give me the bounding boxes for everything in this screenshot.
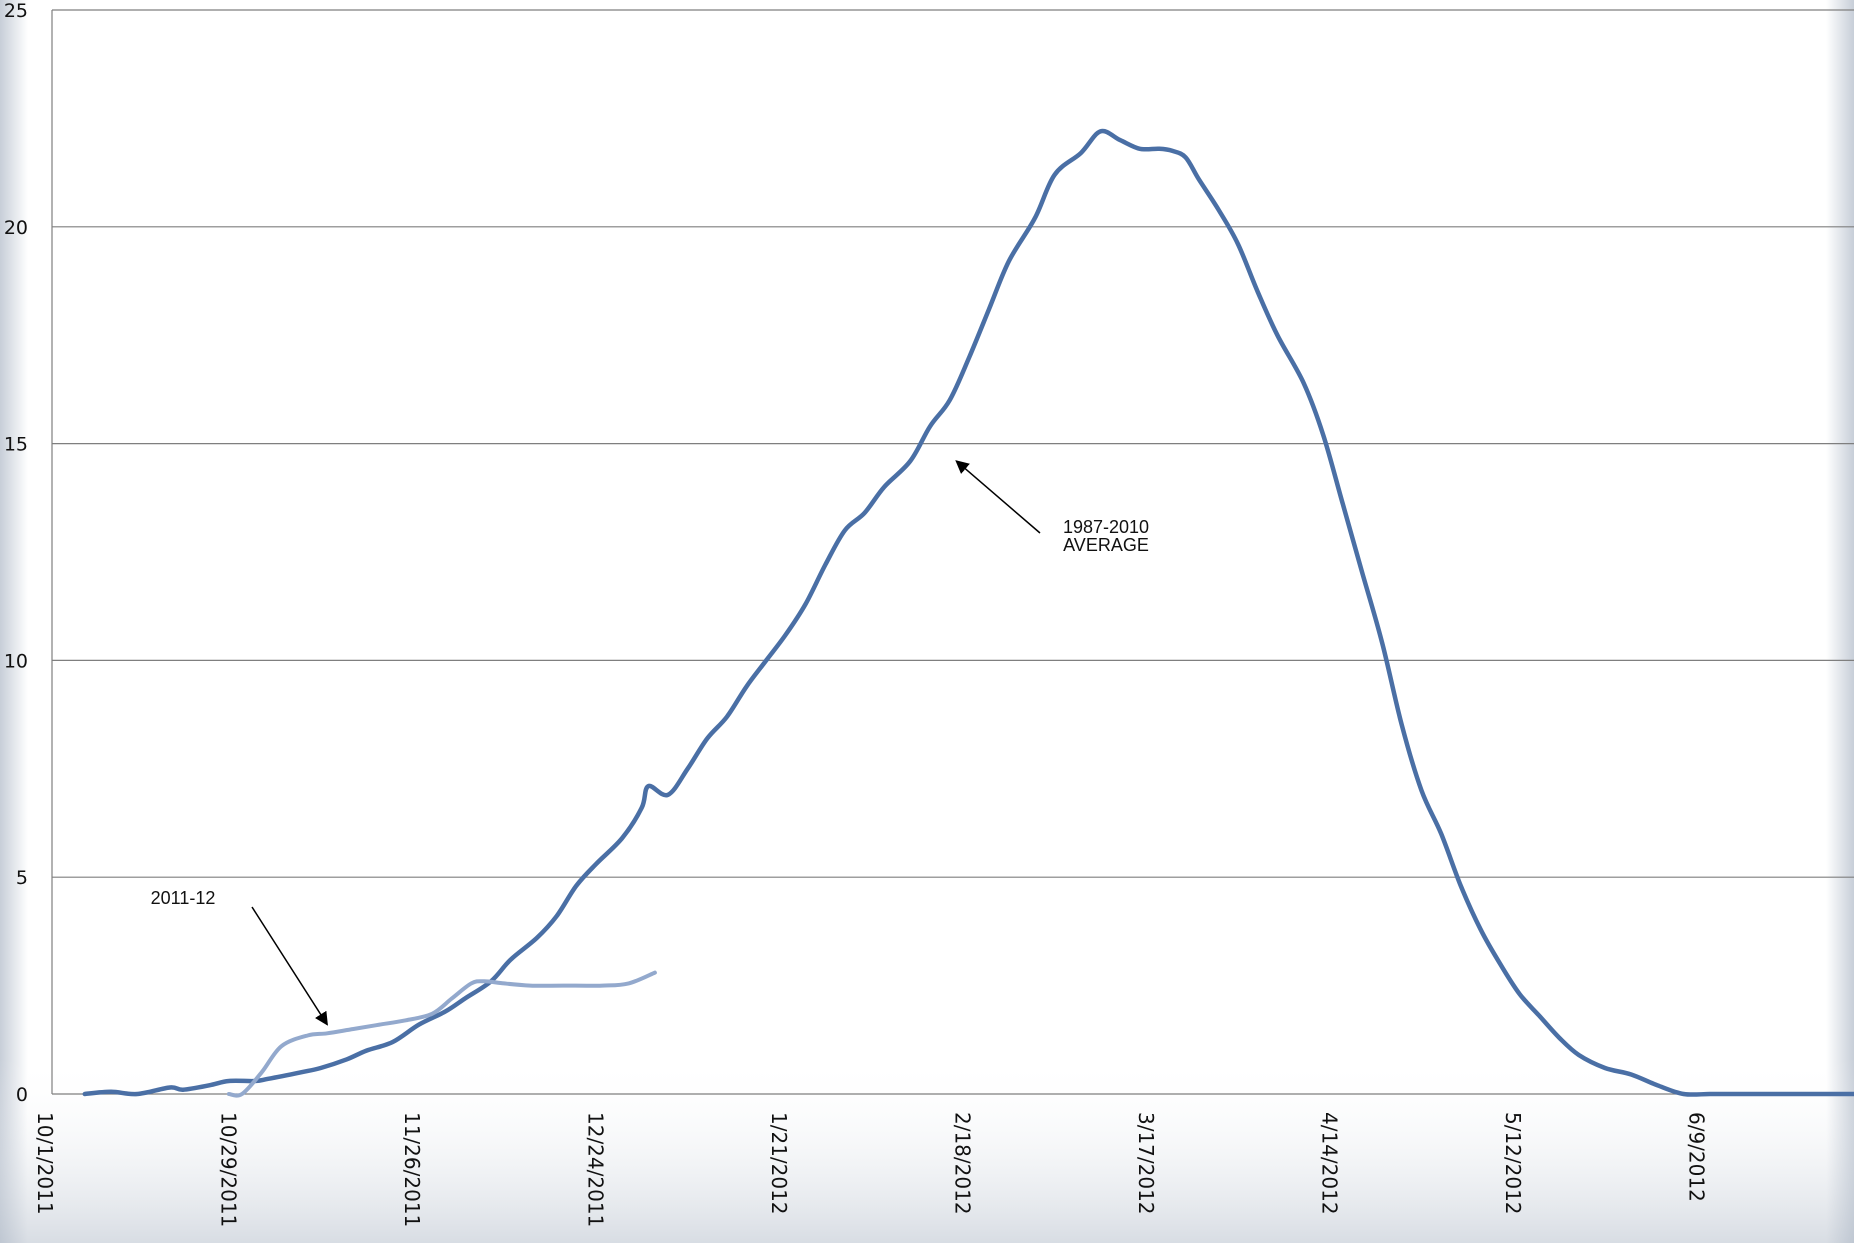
x-axis-tick-labels: 10/1/2011 10/29/2011 11/26/2011 12/24/2011 1… bbox=[33, 1112, 1708, 1227]
y-tick-label-25: 25 bbox=[4, 0, 28, 22]
annotation-arrow-avg bbox=[955, 460, 1041, 534]
y-tick-label-0: 0 bbox=[16, 1084, 28, 1106]
gridlines bbox=[51, 9, 1854, 1095]
x-tick-label-2: 11/26/2011 bbox=[400, 1112, 424, 1227]
x-tick-label-3: 12/24/2011 bbox=[583, 1112, 607, 1227]
x-tick-label-5: 2/18/2012 bbox=[950, 1112, 974, 1215]
x-tick-label-6: 3/17/2012 bbox=[1134, 1112, 1158, 1215]
x-tick-label-0: 10/1/2011 bbox=[33, 1112, 57, 1215]
y-tick-label-15: 15 bbox=[4, 434, 28, 456]
x-tick-label-4: 1/21/2012 bbox=[767, 1112, 791, 1215]
series-line-season bbox=[226, 970, 657, 1098]
x-tick-label-1: 10/29/2011 bbox=[216, 1112, 240, 1227]
y-tick-label-10: 10 bbox=[4, 650, 28, 672]
annotation-label-avg-0: 1987-2010 bbox=[1063, 517, 1149, 537]
series-line-avg bbox=[82, 128, 1854, 1097]
y-tick-label-20: 20 bbox=[4, 217, 28, 239]
annotation-box-season bbox=[118, 880, 253, 916]
y-axis-tick-labels: 0 5 10 15 20 25 bbox=[4, 0, 28, 1106]
annotation-label-season-0: 2011-12 bbox=[151, 888, 216, 908]
x-tick-label-9: 6/9/2012 bbox=[1684, 1112, 1708, 1202]
series-lines bbox=[82, 128, 1854, 1098]
annotation-label-avg-1: AVERAGE bbox=[1063, 535, 1149, 555]
y-tick-label-5: 5 bbox=[16, 867, 28, 889]
annotation-arrow-season bbox=[251, 906, 328, 1026]
x-tick-label-7: 4/14/2012 bbox=[1317, 1112, 1341, 1215]
x-tick-label-8: 5/12/2012 bbox=[1501, 1112, 1525, 1215]
